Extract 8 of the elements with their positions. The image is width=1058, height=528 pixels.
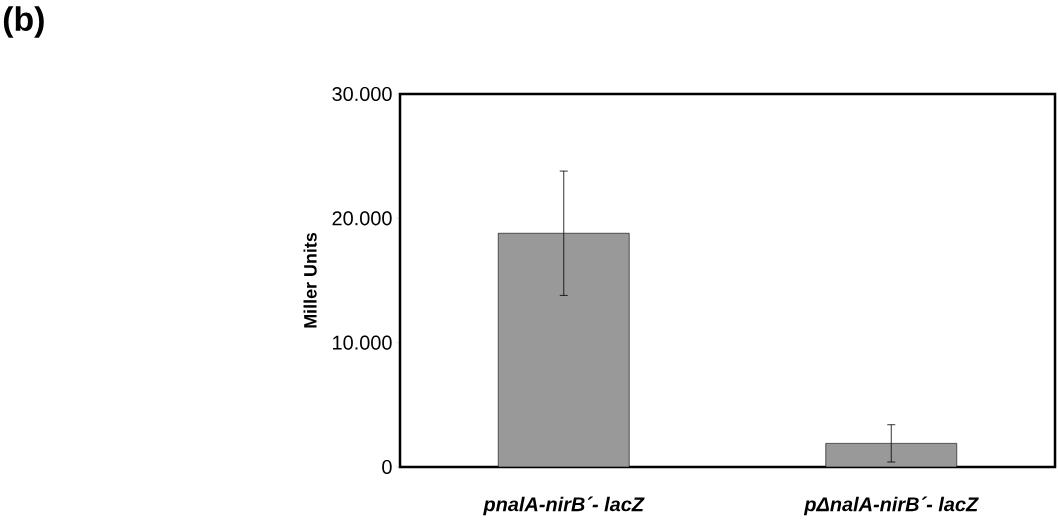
text: (b) [3, 6, 44, 38]
y-tick-label: 10.000 [333, 335, 392, 350]
y-tick-label: 20.000 [332, 211, 392, 226]
y-tick-label: 0 [382, 459, 392, 475]
y-tick-label: 30.000 [332, 86, 392, 102]
x-tick-label: pnalA-nirB´- lacZ [483, 496, 645, 516]
x-tick-label: pΔnalA-nirB´- lacZ [803, 496, 979, 516]
y-axis-title: Miller Units [303, 232, 317, 328]
